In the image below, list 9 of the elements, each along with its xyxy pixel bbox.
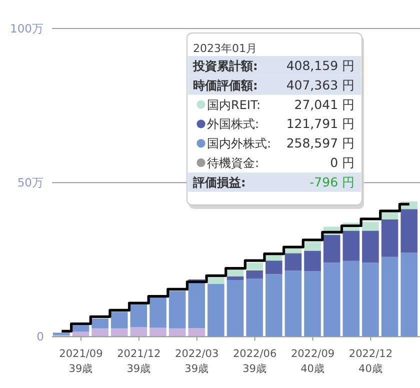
x-tick-label: 2022/09 40歳 (290, 348, 335, 375)
y-tick-label: 50万 (17, 176, 44, 190)
y-tick-label: 100万 (10, 22, 44, 36)
x-tick-label: 2022/06 39歳 (233, 348, 277, 375)
x-tick-label: 2022/03 39歳 (175, 348, 219, 375)
x-tick-label: 2022/12 40歳 (348, 348, 393, 375)
x-tick-label: 2021/09 39歳 (59, 348, 103, 375)
y-tick-label: 0 (36, 330, 44, 344)
x-tick-label: 2021/12 39歳 (117, 348, 161, 375)
